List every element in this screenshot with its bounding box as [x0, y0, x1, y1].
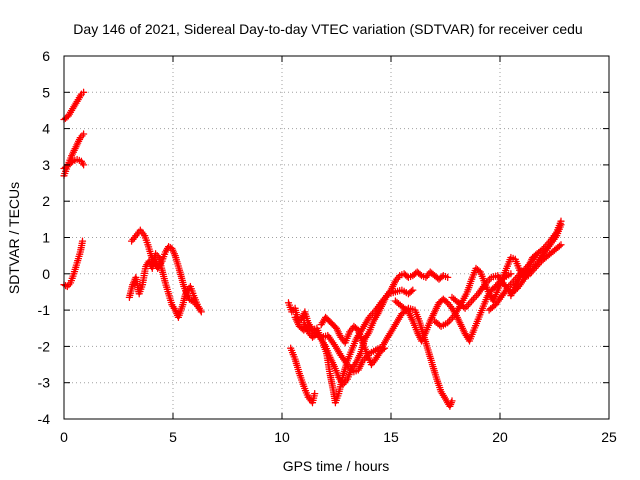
- series-track-12: [430, 250, 541, 331]
- chart-title: Day 146 of 2021, Sidereal Day-to-day VTE…: [73, 21, 582, 37]
- x-tick-label-0: 0: [60, 429, 68, 445]
- data-series: [60, 88, 565, 410]
- y-tick-label-10: 6: [42, 48, 50, 64]
- y-tick-label-4: 0: [42, 266, 50, 282]
- y-tick-label-6: 2: [42, 193, 50, 209]
- series-track-3: [60, 237, 87, 291]
- series-track-15: [507, 217, 565, 300]
- y-tick-label-5: 1: [42, 230, 50, 246]
- x-axis-label: GPS time / hours: [283, 458, 390, 474]
- x-tick-label-1: 5: [169, 429, 177, 445]
- x-tick-label-3: 15: [383, 429, 399, 445]
- y-tick-label-2: -2: [38, 338, 51, 354]
- series-track-7: [287, 344, 319, 407]
- series-track-10: [291, 304, 456, 410]
- axis-ticks: 0 5 10 15 20 25 -4 -3 -2 -1 0 1 2 3 4 5 6: [38, 48, 617, 445]
- series-track-5: [127, 226, 203, 312]
- y-axis-label: SDTVAR / TECUs: [6, 182, 22, 294]
- series-track-11: [391, 270, 515, 345]
- y-tick-label-9: 5: [42, 84, 50, 100]
- series-track-0: [60, 88, 88, 124]
- x-tick-label-2: 10: [274, 429, 290, 445]
- y-tick-label-7: 3: [42, 157, 50, 173]
- series-track-1: [60, 130, 88, 180]
- y-tick-label-8: 4: [42, 121, 50, 137]
- x-tick-label-4: 20: [492, 429, 508, 445]
- series-track-4: [125, 250, 205, 322]
- y-tick-label-3: -1: [38, 302, 51, 318]
- x-tick-label-5: 25: [601, 429, 617, 445]
- series-track-9: [317, 313, 389, 369]
- y-tick-label-1: -3: [38, 375, 51, 391]
- y-tick-label-0: -4: [38, 411, 51, 427]
